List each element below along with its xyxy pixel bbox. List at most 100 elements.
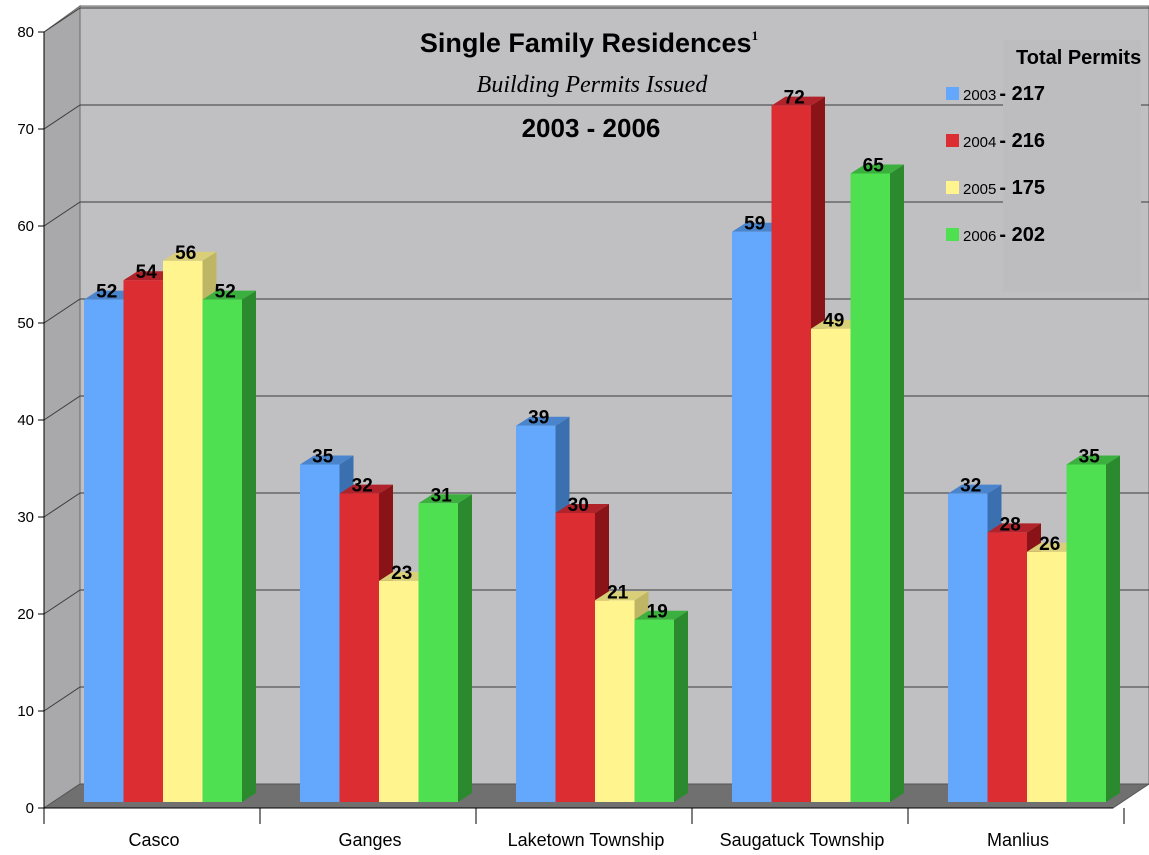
- chart-years: 2003 - 2006: [522, 113, 661, 143]
- bar-front-face: [1027, 551, 1067, 802]
- legend-year-2006: 2006: [963, 228, 996, 245]
- data-label: 52: [215, 282, 236, 303]
- x-category-label: Manlius: [987, 830, 1049, 850]
- bar-side-face: [242, 290, 256, 802]
- bar-saugatuck-township-2006: [850, 164, 904, 802]
- bar-side-face: [1106, 455, 1120, 802]
- bar-top-face: [987, 523, 1041, 533]
- bar-side-face: [674, 610, 688, 802]
- bar-front-face: [555, 513, 595, 802]
- data-label: 72: [784, 88, 805, 109]
- y-tick-label: 20: [17, 606, 34, 623]
- data-label: 31: [431, 485, 453, 506]
- bar-laketown-township-2006: [634, 610, 688, 802]
- legend-title: Total Permits: [1016, 47, 1141, 69]
- bar-top-face: [634, 610, 688, 620]
- data-label: 49: [823, 311, 844, 332]
- legend-entry-2006: 2006- 202: [963, 224, 1045, 246]
- data-label: 21: [607, 582, 629, 603]
- gridline-side: [43, 104, 81, 130]
- bar-front-face: [850, 173, 890, 802]
- bar-front-face: [379, 580, 419, 802]
- y-tick-label: 70: [17, 121, 34, 138]
- bar-top-face: [555, 504, 609, 513]
- gridline-side: [43, 298, 81, 324]
- legend-entry-2004: 2004- 216: [963, 130, 1045, 152]
- bar-front-face: [987, 532, 1027, 802]
- y-tick-label: 30: [17, 509, 34, 526]
- legend-swatch-2005: [946, 181, 959, 194]
- chart-title-superscript: 1: [752, 28, 759, 43]
- bar-front-face: [516, 425, 556, 802]
- bar-side-face: [890, 164, 904, 802]
- data-label: 32: [960, 476, 981, 497]
- bar-front-face: [1066, 464, 1106, 802]
- x-category-label: Saugatuck Township: [720, 830, 885, 850]
- bar-manlius-2006: [1066, 455, 1120, 802]
- legend-year-2005: 2005: [963, 181, 996, 198]
- legend-box: [1003, 40, 1141, 292]
- bar-casco-2006: [202, 290, 256, 802]
- data-label: 65: [863, 156, 885, 177]
- bar-front-face: [300, 464, 340, 802]
- bar-front-face: [339, 493, 379, 802]
- bar-front-face: [634, 619, 674, 802]
- data-label: 28: [1000, 514, 1021, 535]
- legend-items: 2003- 217 2004- 216 2005- 175 2006- 202: [946, 83, 1045, 246]
- gridline-side: [43, 395, 81, 421]
- chart-title: Single Family Residences1: [420, 28, 758, 58]
- data-labels: 52 54 56 52 35 32 23 31 39 30 21 19 59 72 49 65 32 28 26 35: [96, 88, 1100, 623]
- y-tick-label: 40: [17, 412, 34, 429]
- data-label: 35: [312, 447, 334, 468]
- legend-total-2005: - 175: [999, 177, 1045, 199]
- bar-laketown-township-2004: [555, 504, 609, 802]
- legend-entry-2003: 2003- 217: [963, 83, 1045, 105]
- gridline-side: [43, 7, 81, 33]
- bar-top-face: [339, 484, 393, 494]
- x-category-label: Laketown Township: [508, 830, 665, 850]
- bar-front-face: [84, 299, 124, 802]
- bar-top-face: [418, 494, 472, 504]
- y-tick-label: 80: [17, 24, 34, 41]
- bar-ganges-2006: [418, 494, 472, 802]
- bar-front-face: [163, 260, 203, 802]
- bar-top-face: [595, 591, 649, 601]
- bar-top-face: [202, 290, 256, 300]
- legend-swatch-2004: [946, 134, 959, 147]
- bar-front-face: [123, 280, 163, 802]
- y-tick-label: 0: [26, 800, 34, 817]
- chart-subtitle: Building Permits Issued: [477, 72, 709, 98]
- bar-top-face: [163, 251, 217, 261]
- data-label: 23: [391, 563, 412, 584]
- legend-year-2003: 2003: [963, 87, 996, 104]
- legend-total-2003: - 217: [999, 83, 1045, 105]
- bar-top-face: [850, 164, 904, 174]
- bar-front-face: [811, 328, 851, 802]
- bar-front-face: [948, 493, 988, 802]
- legend-total-2004: - 216: [999, 130, 1045, 152]
- data-label: 26: [1039, 534, 1060, 555]
- data-label: 39: [528, 408, 549, 429]
- chart-title-text: Single Family Residences: [420, 28, 752, 58]
- bar-top-face: [771, 96, 825, 106]
- bar-front-face: [732, 231, 772, 802]
- bar-front-face: [595, 600, 635, 802]
- legend-swatch-2006: [946, 228, 959, 241]
- y-tick-label: 10: [17, 703, 34, 720]
- data-label: 19: [647, 602, 668, 623]
- legend-swatch-2003: [946, 87, 959, 100]
- bar-front-face: [418, 503, 458, 802]
- y-tick-label: 50: [17, 315, 34, 332]
- gridline-side: [43, 492, 81, 518]
- bar-top-face: [1066, 455, 1120, 465]
- bar-top-face: [300, 455, 354, 465]
- legend-entry-2005: 2005- 175: [963, 177, 1045, 199]
- bar-front-face: [771, 105, 811, 803]
- data-label: 54: [136, 262, 158, 283]
- legend: Total Permits 2003- 217 2004- 216 2005- 17…: [946, 40, 1141, 292]
- data-label: 59: [744, 214, 765, 235]
- x-category-label: Ganges: [338, 830, 401, 850]
- gridline-side: [43, 686, 81, 712]
- legend-total-2006: - 202: [999, 224, 1045, 246]
